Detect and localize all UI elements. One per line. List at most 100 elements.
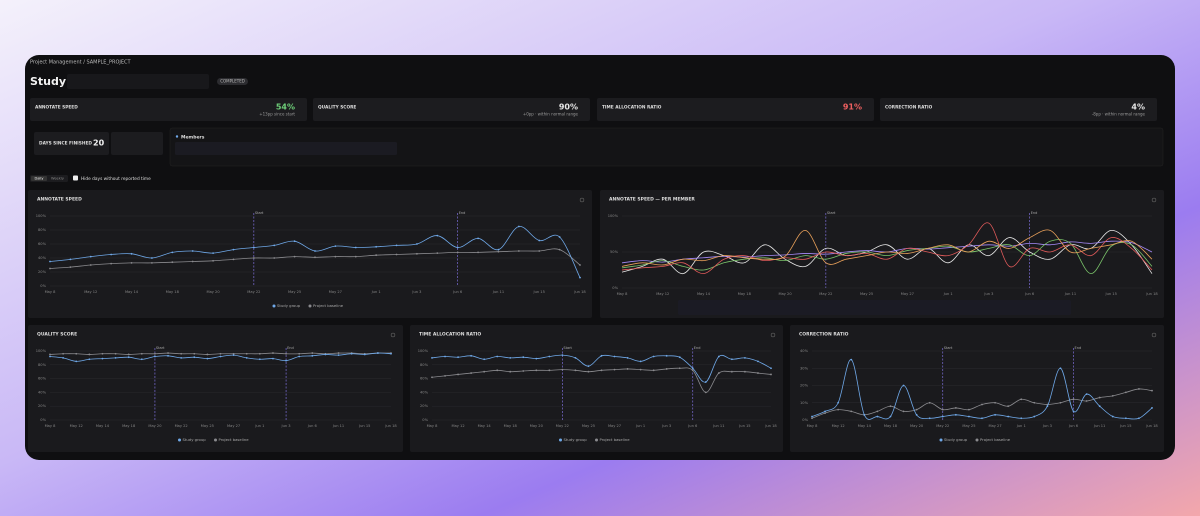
series-point — [311, 352, 314, 354]
chart-card — [600, 190, 1164, 318]
series-point — [574, 369, 577, 372]
kpi-value: 4% — [1131, 103, 1145, 112]
series-point — [730, 358, 733, 361]
series-point — [497, 248, 500, 251]
y-tick-label: 30% — [800, 366, 809, 370]
series-point — [665, 354, 668, 357]
y-tick-label: 0% — [40, 418, 46, 422]
x-tick-label: Jun 6 — [687, 424, 698, 428]
toggle-daily[interactable]: Daily — [34, 177, 44, 181]
series-point — [558, 236, 561, 238]
series-point — [548, 369, 551, 372]
series-point — [928, 401, 931, 404]
kpi-title: QUALITY SCORE — [318, 105, 356, 111]
y-tick-label: 0% — [422, 418, 428, 422]
kpi-value: 91% — [843, 103, 862, 112]
x-tick-label: May 25 — [962, 424, 975, 428]
series-point — [954, 413, 957, 416]
series-point — [171, 251, 174, 254]
x-tick-label: Jun 11 — [332, 424, 344, 428]
series-point — [811, 417, 813, 420]
checkbox[interactable] — [73, 175, 78, 181]
toggle-active[interactable] — [31, 176, 47, 181]
series-point — [757, 360, 759, 363]
series-point — [928, 417, 931, 420]
series-point — [89, 264, 92, 266]
legend-label: Study group — [564, 437, 588, 442]
study-select[interactable] — [67, 74, 209, 89]
x-tick-label: Jun 15 — [533, 290, 545, 294]
series-point — [652, 369, 655, 372]
y-tick-label: 20% — [38, 270, 47, 274]
y-tick-label: 40% — [38, 256, 47, 260]
series-point — [252, 246, 255, 249]
y-tick-label: 100% — [36, 214, 47, 218]
series-point — [171, 261, 174, 264]
info-icon — [1151, 332, 1157, 338]
series-point — [324, 353, 327, 356]
series-point — [1138, 388, 1140, 390]
series-point — [110, 262, 113, 265]
series-point — [968, 415, 970, 418]
series-point — [101, 357, 104, 360]
x-tick-label: Jun 15 — [358, 424, 370, 428]
series-point — [1138, 417, 1140, 420]
x-tick-label: May 22 — [556, 424, 569, 428]
series-point — [477, 237, 479, 240]
series-point — [548, 355, 551, 358]
x-tick-label: May 22 — [819, 292, 832, 296]
series-point — [293, 255, 296, 258]
series-point — [757, 372, 759, 374]
study-label: Study: — [30, 75, 70, 88]
x-tick-label: Jun 6 — [452, 290, 463, 294]
legend-label: Project baseline — [600, 437, 631, 442]
series-point — [717, 355, 720, 358]
series-point — [561, 368, 564, 371]
series-point — [538, 239, 541, 242]
legend-swatch — [272, 304, 276, 308]
series-point — [88, 353, 91, 356]
series-point — [509, 357, 512, 359]
series-point — [496, 355, 499, 358]
series-point — [678, 356, 681, 359]
series-point — [151, 257, 153, 259]
series-point — [232, 354, 235, 357]
series-point — [613, 355, 616, 358]
y-tick-label: 80% — [420, 363, 429, 367]
breadcrumb[interactable]: Project Management / SAMPLE_PROJECT — [30, 60, 132, 66]
series-point — [431, 376, 433, 379]
toggle-weekly[interactable]: Weekly — [51, 177, 65, 181]
checkbox-label[interactable]: Hide days without reported time — [81, 176, 151, 182]
series-point — [497, 250, 500, 253]
y-tick-label: 100% — [608, 214, 619, 218]
series-line — [621, 229, 1153, 267]
series-point — [130, 252, 133, 255]
series-point — [376, 352, 379, 354]
series-point — [538, 250, 541, 252]
series-point — [517, 250, 520, 252]
marker-label: Start — [563, 346, 572, 350]
series-point — [293, 240, 296, 243]
series-point — [1085, 400, 1088, 402]
series-point — [1085, 393, 1088, 396]
series-point — [968, 408, 970, 411]
series-point — [390, 352, 392, 355]
series-point — [981, 417, 983, 420]
series-point — [613, 368, 616, 371]
legend-swatch — [214, 438, 217, 442]
x-tick-label: Jun 3 — [661, 424, 671, 428]
x-tick-label: May 14 — [697, 292, 711, 296]
series-point — [416, 252, 418, 255]
series-point — [915, 413, 918, 416]
info-icon — [770, 332, 776, 338]
x-tick-label: May 20 — [910, 424, 924, 428]
info-icon — [579, 197, 585, 203]
marker-label: End — [459, 211, 466, 215]
x-tick-label: Jun 3 — [983, 292, 993, 296]
series-point — [837, 401, 840, 404]
x-tick-label: May 8 — [45, 424, 57, 428]
series-point — [206, 357, 209, 360]
series-point — [574, 357, 577, 359]
series-point — [579, 276, 581, 279]
series-point — [1098, 405, 1101, 408]
